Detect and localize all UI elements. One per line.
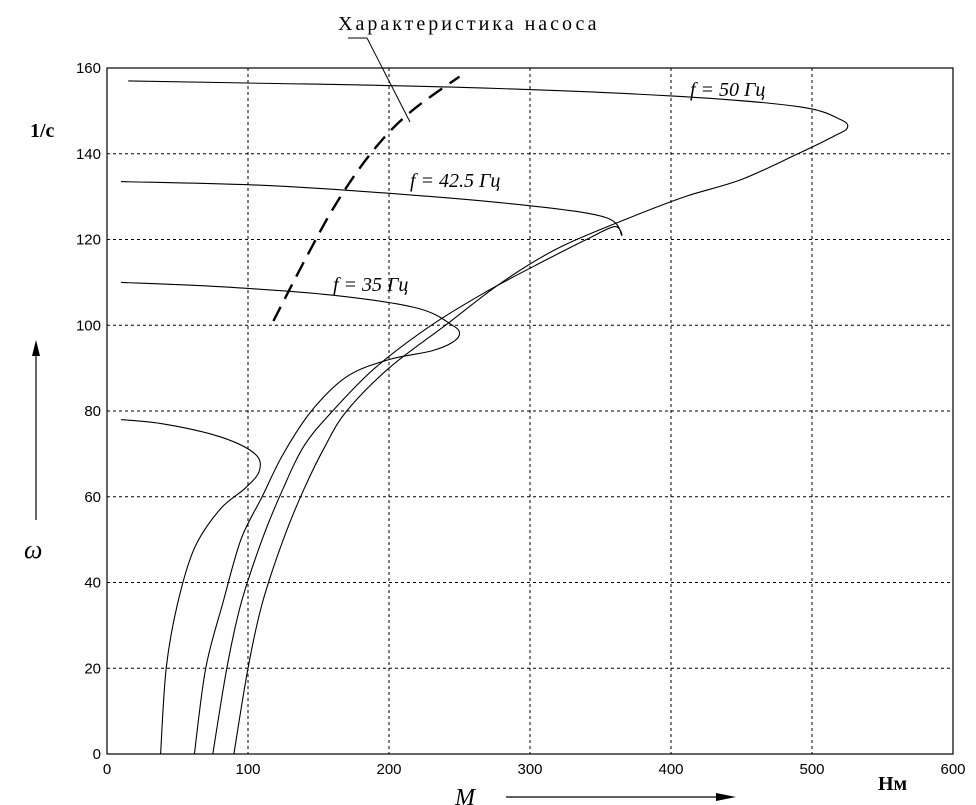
tick-labels: 0 100 200 300 400 500 600 0 20 40 60 80 100 120 140 160 <box>76 60 966 778</box>
x-tick-label: 300 <box>517 761 542 778</box>
x-axis-symbol: M <box>454 785 477 805</box>
y-tick-label: 120 <box>76 232 101 249</box>
y-tick-label: 140 <box>76 146 101 163</box>
pump-characteristic-curve <box>272 75 461 322</box>
y-tick-label: 20 <box>84 660 101 677</box>
x-tick-label: 600 <box>940 761 965 778</box>
pump-characteristic-label: Характеристика насоса <box>338 13 600 35</box>
y-tick-label: 160 <box>76 60 101 77</box>
y-tick-label: 80 <box>84 403 101 420</box>
annotation-f50: f = 50 Гц <box>690 79 765 101</box>
x-axis-arrow-head <box>716 793 736 801</box>
series-f42-curve <box>121 181 623 755</box>
x-tick-label: 0 <box>103 761 111 778</box>
x-tick-label: 100 <box>235 761 260 778</box>
x-tick-label: 500 <box>799 761 824 778</box>
x-tick-label: 200 <box>376 761 401 778</box>
y-tick-label: 40 <box>84 575 101 592</box>
y-tick-label: 60 <box>84 489 101 506</box>
annotation-f42: f = 42.5 Гц <box>410 170 500 192</box>
y-axis-unit: 1/c <box>30 120 55 142</box>
series-f50-curve <box>128 80 849 755</box>
pump-leader-line <box>366 37 411 123</box>
x-axis-unit: Нм <box>878 773 907 795</box>
y-tick-label: 100 <box>76 317 101 334</box>
series-f35-curve <box>121 281 461 755</box>
y-tick-label: 0 <box>93 746 101 763</box>
x-tick-label: 400 <box>658 761 683 778</box>
series-low-freq-curve <box>121 419 261 755</box>
annotation-f35: f = 35 Гц <box>333 274 408 296</box>
grid-lines <box>107 68 953 754</box>
y-axis-symbol: ω <box>24 535 42 564</box>
series-curves <box>121 75 849 755</box>
y-axis-arrow-head <box>32 340 40 356</box>
